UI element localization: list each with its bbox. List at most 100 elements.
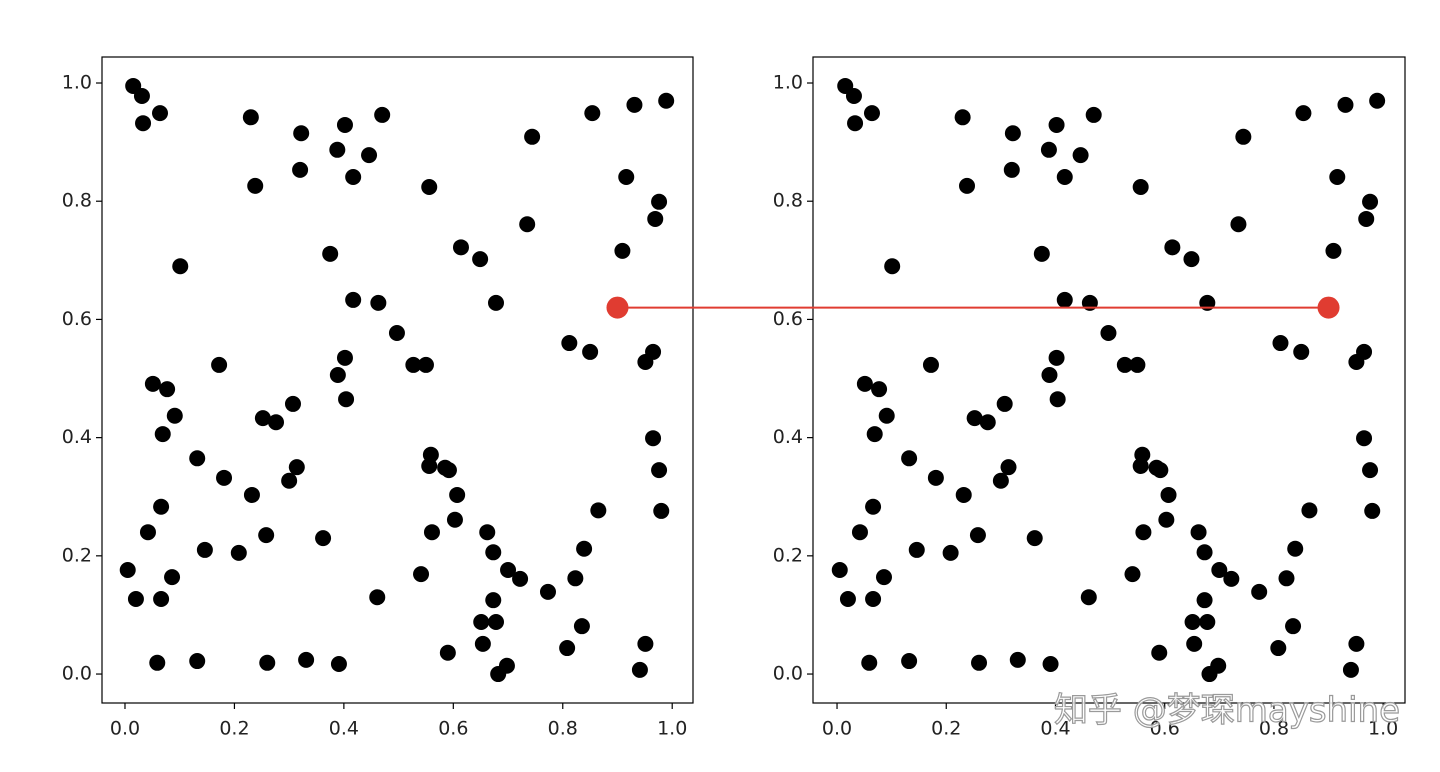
point — [845, 88, 862, 105]
point — [488, 614, 504, 631]
point — [1329, 168, 1346, 185]
point — [559, 640, 576, 657]
point — [1040, 141, 1057, 158]
y-tick-label: 0.8 — [62, 190, 92, 212]
point — [966, 410, 983, 427]
point — [413, 566, 430, 583]
x-tick-label: 0.6 — [1150, 718, 1180, 740]
y-tick-label: 0.0 — [62, 663, 92, 685]
point — [861, 654, 878, 671]
point — [370, 294, 387, 311]
point — [1325, 242, 1342, 259]
point — [653, 502, 670, 519]
point — [153, 590, 170, 607]
point — [959, 177, 976, 194]
x-tick-label: 0.0 — [110, 718, 140, 740]
point — [268, 414, 285, 431]
point — [942, 544, 959, 561]
point — [1293, 343, 1310, 360]
point — [1004, 125, 1021, 142]
x-tick-label: 0.8 — [548, 718, 578, 740]
point — [119, 562, 136, 579]
point — [1272, 335, 1289, 352]
point — [369, 589, 386, 606]
point — [293, 125, 310, 142]
point — [901, 450, 918, 467]
point — [1337, 96, 1354, 113]
point — [439, 644, 456, 661]
point — [631, 661, 648, 678]
point — [1196, 592, 1213, 609]
point — [196, 541, 213, 558]
point — [901, 653, 918, 670]
point — [189, 450, 206, 467]
point — [1158, 511, 1175, 528]
point — [1026, 530, 1043, 547]
point — [647, 210, 664, 227]
point — [1056, 168, 1073, 185]
point — [288, 459, 305, 476]
x-tick-label: 0.6 — [438, 718, 468, 740]
point — [637, 353, 654, 370]
point — [1364, 502, 1381, 519]
point — [166, 407, 183, 424]
point — [211, 356, 228, 373]
y-tick-label: 0.8 — [773, 190, 803, 212]
point — [1369, 92, 1386, 109]
point — [1348, 353, 1365, 370]
point — [1000, 459, 1017, 476]
point — [242, 109, 259, 126]
point — [847, 115, 864, 132]
y-tick-label: 0.2 — [62, 544, 92, 566]
point — [284, 395, 301, 412]
point — [839, 590, 856, 607]
point — [172, 258, 189, 275]
point — [992, 472, 1009, 489]
point — [322, 245, 339, 262]
point — [856, 375, 873, 392]
point — [452, 239, 469, 256]
point — [1033, 245, 1050, 262]
point — [884, 258, 901, 275]
point — [524, 128, 541, 145]
point — [152, 105, 169, 122]
point — [582, 343, 599, 360]
point — [871, 381, 888, 398]
x-tick-label: 1.0 — [1368, 718, 1398, 740]
point — [1041, 366, 1058, 383]
point — [361, 147, 378, 164]
point — [1042, 655, 1059, 672]
point — [1124, 566, 1141, 583]
x-tick-label: 0.4 — [329, 718, 359, 740]
point — [996, 395, 1013, 412]
point — [329, 141, 346, 158]
point — [1301, 502, 1318, 519]
point — [590, 502, 607, 519]
y-tick-label: 0.0 — [773, 663, 803, 685]
point — [330, 655, 347, 672]
point — [133, 88, 150, 105]
point — [618, 168, 635, 185]
point — [281, 472, 298, 489]
point — [164, 569, 181, 586]
x-tick-label: 0.2 — [219, 718, 249, 740]
point — [1211, 562, 1228, 579]
point — [417, 356, 434, 373]
point — [1049, 391, 1066, 408]
point — [437, 459, 454, 476]
point — [1151, 644, 1168, 661]
point — [144, 375, 161, 392]
point — [645, 430, 662, 447]
point — [135, 115, 152, 132]
point — [1009, 651, 1026, 668]
x-tick-label: 0.2 — [931, 718, 961, 740]
point — [247, 177, 264, 194]
y-tick-label: 1.0 — [773, 72, 803, 94]
point — [216, 469, 233, 486]
point — [1287, 540, 1304, 557]
point — [651, 462, 668, 479]
point — [405, 356, 422, 373]
point — [519, 216, 536, 233]
point — [298, 651, 315, 668]
point — [127, 590, 144, 607]
